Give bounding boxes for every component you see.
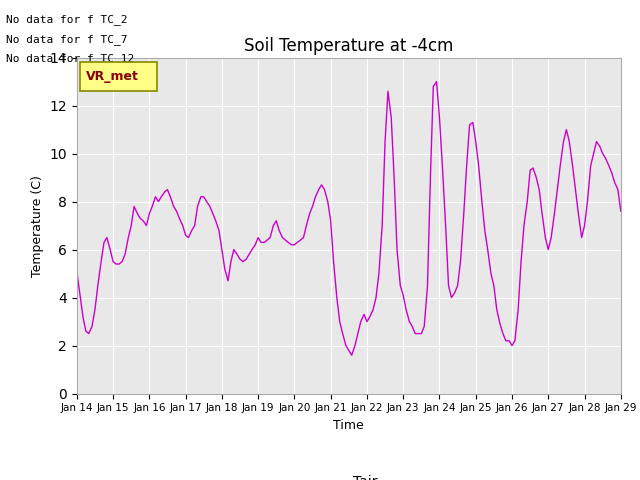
X-axis label: Time: Time <box>333 419 364 432</box>
Tair <box>336 319 344 324</box>
Tair <box>73 268 81 274</box>
Tair <box>433 79 440 84</box>
Tair <box>617 208 625 214</box>
Tair <box>224 278 232 284</box>
Title: Soil Temperature at -4cm: Soil Temperature at -4cm <box>244 36 454 55</box>
Text: No data for f TC_7: No data for f TC_7 <box>6 34 128 45</box>
Text: No data for f TC_2: No data for f TC_2 <box>6 14 128 25</box>
Line: Tair: Tair <box>77 82 621 355</box>
Y-axis label: Temperature (C): Temperature (C) <box>31 175 44 276</box>
Legend: Tair: Tair <box>315 469 383 480</box>
Tair <box>118 259 126 264</box>
Text: VR_met: VR_met <box>86 70 140 84</box>
Text: No data for f TC_12: No data for f TC_12 <box>6 53 134 64</box>
Tair <box>333 295 340 300</box>
Tair <box>348 352 356 358</box>
Tair <box>154 199 162 204</box>
Tair <box>529 165 537 171</box>
